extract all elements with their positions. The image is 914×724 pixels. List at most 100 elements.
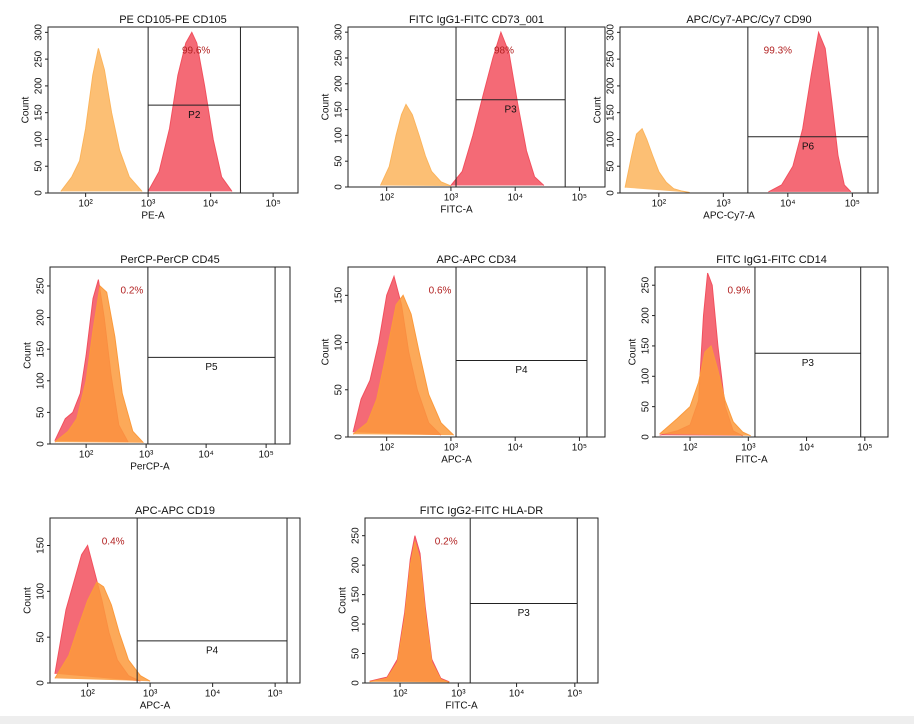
y-tick-label: 200: [351, 556, 362, 573]
gate-percent: 0.2%: [120, 286, 143, 297]
y-tick-label: 200: [334, 75, 345, 92]
x-tick-label: 10⁵: [267, 689, 282, 700]
y-tick-label: 100: [334, 127, 345, 144]
plot-frame: [619, 26, 879, 194]
y-tick-label: 250: [351, 527, 362, 544]
histogram-area: [768, 30, 852, 193]
plot-frame: [47, 26, 299, 194]
gate-name: P2: [188, 110, 201, 121]
x-tick-label: 10²: [393, 689, 408, 700]
x-tick-label: 10⁴: [507, 193, 522, 204]
y-tick-label: 150: [34, 104, 45, 121]
bottom-bar: [0, 716, 914, 724]
x-tick-label: 10³: [141, 199, 156, 210]
x-tick-label: 10³: [143, 689, 158, 700]
histogram-area: [60, 48, 143, 192]
x-tick-label: 10²: [683, 443, 698, 454]
y-tick-label: 250: [641, 276, 652, 293]
y-axis-label: Count: [23, 587, 34, 614]
x-axis-label: PerCP-A: [130, 462, 170, 473]
y-tick-label: 150: [36, 340, 47, 357]
y-tick-label: 0: [606, 190, 617, 196]
gate-percent: 0.6%: [429, 286, 452, 297]
x-tick-label: 10³: [444, 193, 459, 204]
plot-frame: [364, 517, 599, 684]
y-tick-label: 300: [34, 24, 45, 41]
x-tick-label: 10⁵: [567, 689, 582, 700]
y-tick-label: 100: [334, 334, 345, 351]
gate-percent: 99.6%: [182, 46, 210, 57]
gate-percent: 0.9%: [728, 286, 751, 297]
gate-name: P5: [205, 362, 218, 373]
plot-frame: [654, 266, 889, 438]
gate-percent: 99.3%: [764, 46, 792, 57]
x-tick-label: 10³: [716, 199, 731, 210]
x-tick-label: 10⁵: [572, 443, 587, 454]
y-tick-label: 150: [334, 287, 345, 304]
y-tick-label: 150: [641, 337, 652, 354]
gate-name: P6: [802, 141, 815, 152]
y-tick-label: 50: [36, 631, 47, 643]
y-axis-label: Count: [21, 96, 32, 123]
y-axis-label: Count: [593, 96, 604, 123]
chart-title: APC-APC CD34: [436, 254, 516, 266]
x-tick-label: 10²: [379, 193, 394, 204]
histogram-area: [624, 127, 690, 193]
x-tick-label: 10²: [652, 199, 667, 210]
y-tick-label: 50: [606, 160, 617, 172]
chart-title: FITC IgG2-FITC HLA-DR: [420, 505, 544, 517]
y-tick-label: 0: [334, 184, 345, 190]
histogram-area: [450, 30, 545, 186]
x-tick-label: 10²: [80, 689, 95, 700]
y-tick-label: 150: [606, 104, 617, 121]
histogram-area: [352, 294, 454, 436]
x-tick-label: 10⁴: [205, 689, 220, 700]
y-tick-label: 50: [641, 401, 652, 413]
chart-title: FITC IgG1-FITC CD73_001: [409, 14, 544, 26]
x-tick-label: 10⁵: [572, 193, 587, 204]
y-tick-label: 100: [34, 131, 45, 148]
x-axis-label: FITC-A: [735, 455, 768, 466]
y-axis-label: Count: [321, 93, 332, 120]
y-tick-label: 300: [606, 24, 617, 41]
y-tick-label: 100: [606, 131, 617, 148]
gate-name: P3: [802, 358, 815, 369]
y-tick-label: 200: [606, 77, 617, 94]
gate-percent: 0.2%: [435, 537, 458, 548]
x-tick-label: 10⁴: [799, 443, 814, 454]
y-tick-label: 200: [36, 309, 47, 326]
y-tick-label: 200: [641, 307, 652, 324]
gate-name: P4: [206, 645, 219, 656]
chart-title: APC/Cy7-APC/Cy7 CD90: [686, 14, 811, 26]
chart-title: APC-APC CD19: [135, 505, 215, 517]
x-tick-label: 10⁴: [203, 199, 218, 210]
gate-percent: 98%: [494, 46, 514, 57]
chart-title: PE CD105-PE CD105: [119, 14, 227, 26]
x-axis-label: PE-A: [141, 211, 165, 222]
y-tick-label: 150: [334, 101, 345, 118]
plot-frame: [49, 517, 301, 684]
x-axis-label: APC-Cy7-A: [703, 211, 755, 222]
x-tick-label: 10⁴: [509, 689, 524, 700]
x-axis-label: APC-A: [140, 701, 171, 712]
y-tick-label: 250: [36, 277, 47, 294]
x-tick-label: 10⁵: [857, 443, 872, 454]
y-axis-label: Count: [321, 338, 332, 365]
y-axis-label: Count: [338, 587, 349, 614]
y-tick-label: 0: [36, 680, 47, 686]
chart-title: FITC IgG1-FITC CD14: [716, 254, 827, 266]
gate-percent: 0.4%: [102, 537, 125, 548]
x-axis-label: FITC-A: [440, 205, 473, 216]
y-tick-label: 100: [641, 368, 652, 385]
x-tick-label: 10³: [444, 443, 459, 454]
x-tick-label: 10³: [139, 450, 154, 461]
gate-name: P3: [518, 608, 531, 619]
gate-name: P3: [504, 104, 517, 115]
plot-frame: [347, 26, 606, 188]
y-tick-label: 150: [36, 537, 47, 554]
chart-title: PerCP-PerCP CD45: [120, 254, 219, 266]
y-tick-label: 0: [34, 190, 45, 196]
y-tick-label: 50: [351, 648, 362, 660]
y-tick-label: 150: [351, 586, 362, 603]
